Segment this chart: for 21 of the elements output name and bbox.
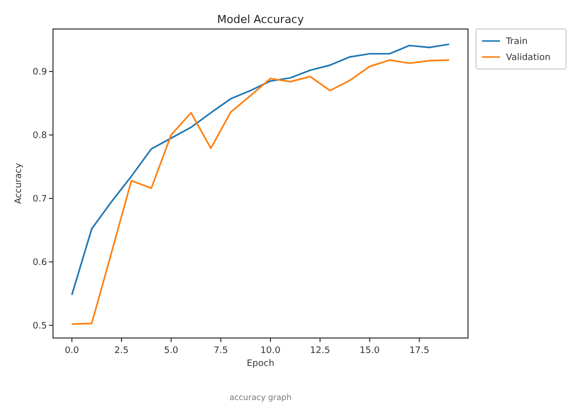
x-axis-title: Epoch — [246, 359, 274, 369]
x-tick-label: 5.0 — [164, 346, 179, 356]
x-tick-label: 15.0 — [360, 346, 380, 356]
legend-label: Train — [505, 37, 528, 47]
x-tick-label: 17.5 — [409, 346, 430, 356]
x-tick-label: 2.5 — [114, 346, 129, 356]
x-tick-label: 7.5 — [214, 346, 228, 356]
line-series — [71, 59, 450, 325]
y-tick-label: 0.7 — [32, 194, 47, 204]
y-tick-label: 0.6 — [32, 258, 48, 268]
y-tick-label: 0.8 — [32, 130, 48, 141]
x-tick-label: 0.0 — [64, 346, 80, 356]
legend-label: Validation — [506, 53, 550, 63]
text: accuracy graph — [229, 393, 292, 402]
y-axis-title: Accuracy — [14, 162, 24, 204]
x-tick-label: 12.5 — [310, 346, 330, 356]
y-tick-label: 0.5 — [32, 321, 47, 332]
chart-title: Model Accuracy — [217, 13, 304, 26]
y-tick-label: 0.9 — [32, 68, 48, 78]
x-tick-label: 10.0 — [260, 346, 281, 356]
line-series — [71, 43, 450, 296]
